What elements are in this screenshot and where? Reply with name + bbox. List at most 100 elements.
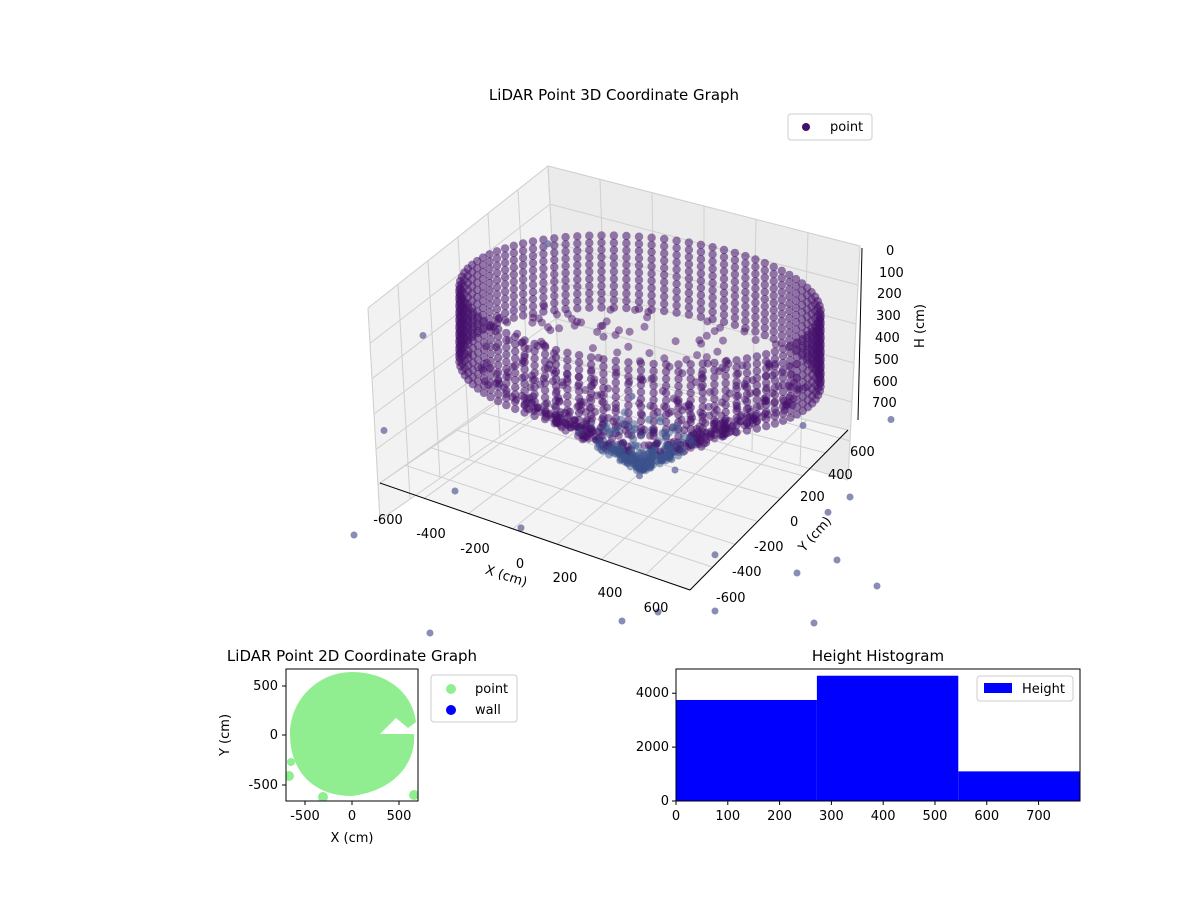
outlier-point (654, 608, 662, 616)
data-point (760, 294, 769, 304)
data-point (708, 307, 717, 317)
data-point (791, 310, 801, 320)
z-tick: 200 (877, 287, 902, 302)
outlier-point (618, 617, 626, 625)
data-point (730, 299, 740, 308)
plot2d-stray-point (287, 758, 295, 766)
data-point (609, 289, 619, 298)
data-point (672, 265, 681, 274)
data-point (660, 285, 669, 294)
data-point (509, 299, 518, 308)
data-point (789, 395, 798, 403)
data-point (613, 348, 622, 357)
data-point (585, 403, 594, 412)
data-point (733, 404, 742, 413)
data-point (573, 296, 582, 306)
data-point (741, 259, 750, 268)
plot3d-y-ticks: -600 -400 -200 0 200 400 600 (716, 445, 875, 606)
data-point (518, 373, 527, 382)
data-point (647, 240, 656, 250)
data-point (492, 290, 502, 299)
grid-line (423, 369, 602, 499)
data-point (482, 358, 491, 367)
x-tick: 0 (348, 809, 356, 824)
data-point (660, 354, 669, 363)
grid-line (431, 447, 736, 545)
data-point (778, 358, 788, 368)
data-point (622, 289, 631, 298)
data-point (485, 257, 494, 266)
data-point (597, 245, 606, 255)
data-point (760, 287, 769, 297)
data-point (492, 275, 502, 285)
data-point (640, 322, 649, 331)
data-point (550, 262, 559, 272)
data-point (785, 292, 794, 301)
data-point (730, 306, 740, 315)
data-point (698, 395, 707, 404)
data-point (686, 367, 695, 376)
data-point (528, 273, 538, 282)
data-point (674, 445, 683, 454)
data-point (520, 353, 529, 361)
data-point (502, 400, 511, 410)
data-point (561, 247, 570, 256)
data-point (684, 303, 694, 312)
data-point (801, 383, 810, 392)
data-point (660, 306, 669, 316)
data-point (708, 293, 717, 302)
data-point (785, 335, 794, 344)
data-point (682, 421, 691, 429)
outlier-point (419, 332, 427, 339)
x-tick: -200 (460, 542, 490, 557)
data-point (561, 254, 570, 263)
data-point (660, 292, 669, 301)
data-point (509, 241, 518, 250)
data-point (708, 243, 717, 252)
data-point (709, 420, 718, 429)
data-point (479, 323, 489, 333)
data-point (555, 397, 564, 406)
data-point (598, 397, 607, 406)
data-point (710, 373, 719, 382)
data-point (588, 381, 597, 390)
data-point (708, 286, 717, 295)
data-point (740, 327, 749, 336)
data-point (785, 299, 794, 308)
y-tick: 0 (790, 515, 798, 530)
data-point (614, 326, 623, 335)
outlier-point (793, 569, 801, 577)
data-point (563, 399, 572, 408)
data-point (511, 347, 520, 356)
data-point (550, 234, 559, 243)
data-point (596, 322, 605, 331)
y-tick: 2000 (636, 740, 669, 755)
outlier-point (833, 556, 841, 564)
data-point (751, 320, 760, 329)
data-point (751, 269, 760, 279)
data-point (647, 262, 656, 271)
x-tick: 200 (767, 809, 792, 824)
data-point (785, 342, 794, 352)
data-point (777, 295, 786, 304)
data-point (752, 366, 762, 376)
data-point (760, 323, 769, 333)
data-point (645, 415, 654, 424)
data-point (568, 314, 576, 323)
data-point (625, 455, 634, 464)
data-point (622, 267, 631, 277)
data-point (502, 343, 511, 352)
data-point (778, 416, 788, 425)
data-point (696, 298, 706, 307)
data-point (684, 281, 694, 290)
data-point (479, 388, 489, 398)
data-point (708, 264, 717, 273)
data-point (706, 432, 715, 441)
grid-line (379, 394, 561, 521)
y-tick: 0 (661, 794, 669, 809)
data-point (638, 411, 647, 419)
data-point (520, 400, 529, 409)
data-point (511, 383, 520, 392)
data-point (797, 351, 807, 360)
data-point (684, 296, 694, 305)
